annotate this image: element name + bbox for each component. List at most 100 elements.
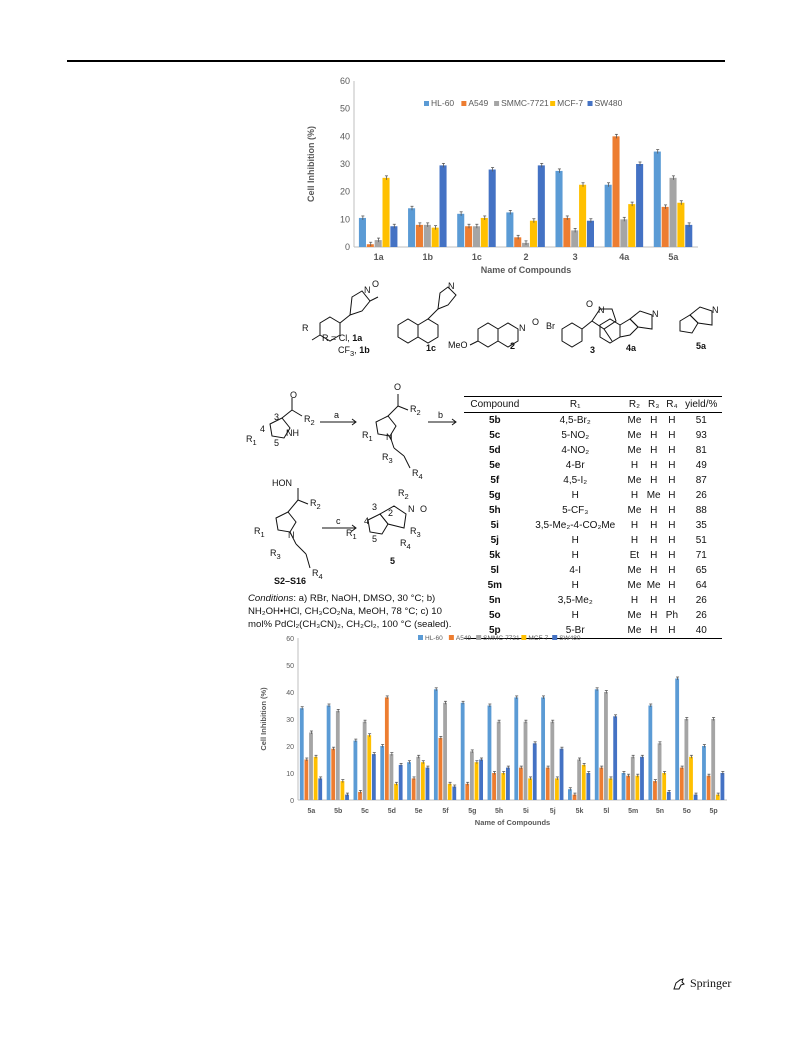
bar	[318, 778, 323, 800]
r4-oxime: R4	[312, 568, 323, 581]
x-category-label: 5m	[628, 808, 638, 815]
bar	[358, 217, 366, 247]
yield-cell: 87	[695, 475, 707, 486]
hon-n: N	[285, 478, 293, 488]
bar	[563, 217, 571, 247]
x-category-label: 5e	[415, 808, 423, 815]
bar	[604, 184, 612, 247]
y-tick-label: 10	[340, 214, 350, 224]
n-oxide-5a: N	[712, 305, 719, 315]
r4-cell: H	[668, 550, 676, 561]
product-label: 5	[390, 556, 396, 566]
compound-cell: 5f	[490, 475, 500, 486]
r4-cell: H	[668, 595, 676, 606]
r3-cell: H	[650, 610, 658, 621]
r4-cell: H	[668, 415, 676, 426]
legend-label: SW480	[559, 635, 581, 642]
bar	[571, 230, 579, 247]
bar	[472, 226, 480, 247]
r3-cell: H	[650, 475, 658, 486]
yield-cell: 40	[680, 623, 722, 639]
legend-label: A549	[456, 635, 472, 642]
r1-cell: H	[571, 535, 579, 546]
r4-mid-sub: 4	[418, 471, 423, 481]
r2-start: R2	[304, 414, 315, 427]
bar	[411, 778, 416, 800]
r4-cell: H	[668, 580, 676, 591]
r1-cell: 4,5-Br₂	[559, 415, 591, 426]
legend-swatch	[552, 635, 558, 640]
yield-cell: 51	[695, 415, 707, 426]
bar	[425, 767, 430, 800]
r1-oxime-sub: 1	[260, 529, 265, 539]
col-compound: Compound	[464, 396, 526, 413]
r1-start-sub: 1	[252, 437, 257, 447]
carbonyl-o-mid: O	[394, 382, 402, 392]
r1-cell: H	[571, 610, 579, 621]
bar	[299, 708, 304, 800]
r2-cell: Me	[627, 565, 642, 576]
r3-oxime: R3	[270, 548, 281, 561]
col-r1: R₁	[525, 396, 625, 413]
y-axis-title: Cell Inhibition (%)	[306, 126, 316, 202]
bar	[586, 220, 594, 247]
r3-oxime-sub: 3	[276, 551, 281, 561]
bar	[326, 705, 331, 800]
r3-cell: H	[650, 535, 658, 546]
r2-cell: H	[630, 535, 639, 546]
r2-cell: H	[630, 490, 639, 501]
x-category-label: 5p	[710, 808, 718, 815]
bar	[367, 735, 372, 800]
r3-cell: H	[644, 623, 664, 639]
pyrrole-ring-oxime	[275, 511, 297, 533]
r4-cell: H	[668, 565, 676, 576]
yield-cell: 26	[695, 490, 707, 501]
legend-swatch	[476, 635, 482, 640]
table-row: 5f 4,5-I₂ Me H H 87	[464, 473, 722, 488]
r4-product-sub: 4	[406, 541, 411, 551]
pos-2-product: 2	[388, 508, 394, 518]
x-axis-title: Name of Compounds	[475, 818, 550, 827]
bar	[309, 732, 313, 800]
compound-structures: R R = Cl, 1a CF3, 1b N O N N O MeO Br O …	[300, 279, 730, 385]
bar	[460, 702, 465, 800]
springer-horse-icon	[673, 977, 685, 989]
r1-cell: 3,5-Me₂	[557, 595, 593, 606]
n-mid: N	[386, 432, 393, 442]
n-oxime: N	[288, 530, 295, 540]
r2-mid-text: R	[410, 404, 417, 414]
r4-oxime-sub: 4	[318, 571, 323, 581]
x-category-label: 4a	[619, 252, 630, 262]
bar	[604, 692, 608, 800]
bar	[702, 746, 706, 800]
r3-mid-text: R	[382, 452, 389, 462]
x-category-label: 5h	[495, 808, 503, 815]
bar	[612, 136, 620, 247]
pyrrole-ring-mid	[375, 415, 397, 437]
bromo-label: Br	[546, 321, 555, 331]
bar	[545, 767, 550, 800]
bar	[340, 781, 345, 800]
pos-3-label: 3	[274, 412, 280, 422]
r-caption-line-2: CF3, 1b	[338, 345, 370, 358]
o-minus-1a: O	[372, 279, 380, 289]
r4-cell: H	[668, 535, 676, 546]
bar	[488, 169, 496, 247]
bar	[579, 184, 587, 247]
n-oxide-product: N	[408, 504, 415, 514]
legend-swatch	[494, 101, 500, 106]
r2-cell: H	[630, 460, 639, 471]
bar	[384, 697, 389, 800]
y-tick-label: 50	[286, 663, 294, 670]
r3-mid: R3	[382, 452, 393, 465]
r-caption-sep: ,	[354, 345, 360, 355]
legend-label: SMMC-7721	[483, 635, 520, 642]
r4-cell: H	[668, 460, 676, 471]
bar	[514, 697, 519, 800]
r4-mid-text: R	[412, 468, 419, 478]
bar	[635, 775, 640, 800]
r2-product-sub: 2	[404, 491, 409, 501]
table-row: 5m H Me Me H 64	[464, 578, 722, 593]
bar	[626, 775, 631, 800]
r4-cell: H	[668, 430, 676, 441]
